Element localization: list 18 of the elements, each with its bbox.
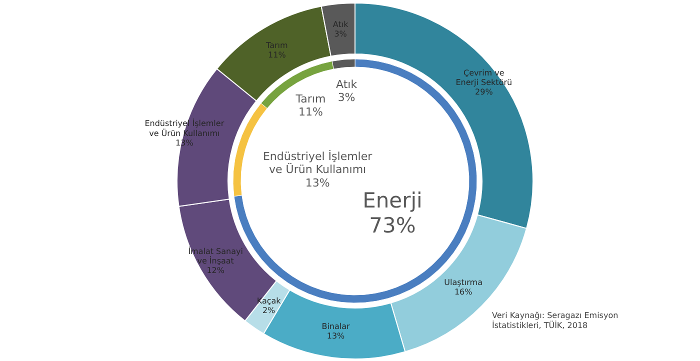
slice-label: Enerji	[362, 188, 422, 212]
slice-label: Atık	[336, 78, 358, 91]
slice-label: Ulaştırma	[444, 278, 483, 288]
data-label: 3%	[338, 91, 356, 104]
text: Veri Kaynağı: Seragazı Emisyon İstatistikleri, TÜİK, 2018	[492, 311, 618, 330]
data-label: 16%	[454, 288, 473, 297]
slice-label: Binalar	[322, 322, 351, 332]
data-label: 13%	[326, 332, 346, 341]
data-label: 73%	[369, 213, 416, 238]
slice-label: Tarım	[294, 92, 326, 106]
data-label: 2%	[262, 306, 276, 316]
slice-label: Tarım	[265, 40, 288, 50]
slice-label: Endüstriyel İşlemler ve Ürün Kullanımı	[262, 148, 373, 176]
data-label: 12%	[206, 266, 225, 276]
data-label: 11%	[268, 50, 286, 60]
data-label: 11%	[298, 106, 323, 119]
data-label: 13%	[305, 176, 330, 190]
data-label: 29%	[475, 88, 494, 97]
